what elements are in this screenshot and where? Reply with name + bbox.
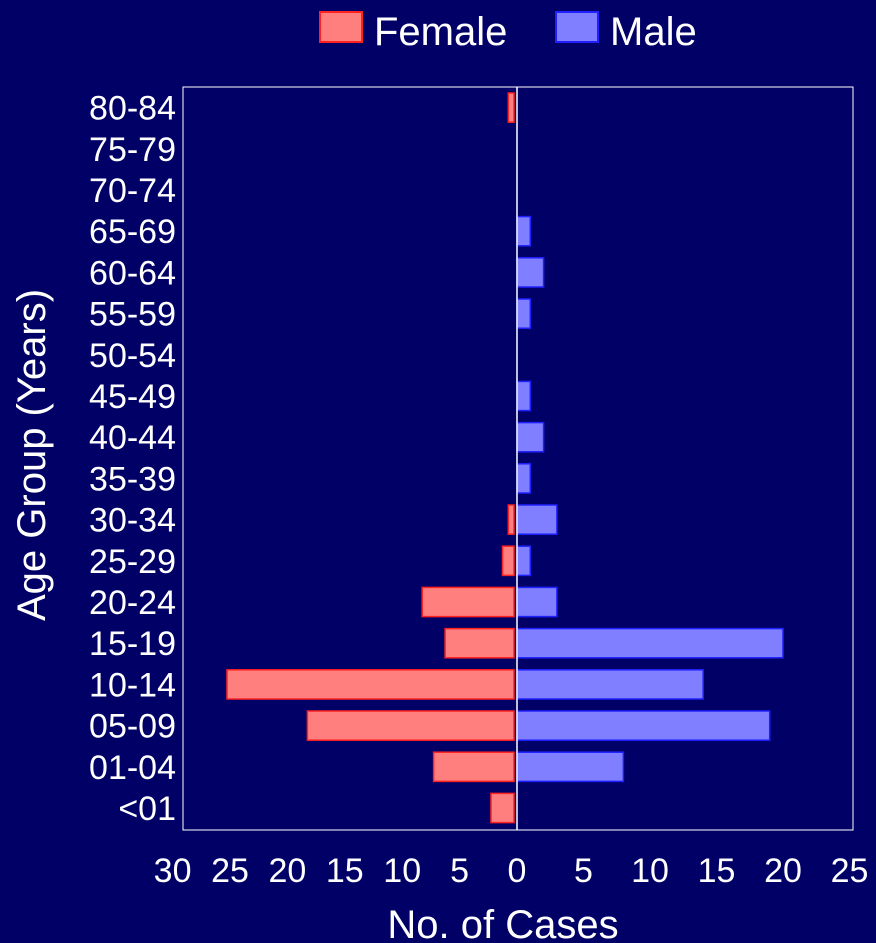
- x-tick-label: 25: [211, 852, 249, 890]
- x-tick-label: 5: [574, 852, 593, 890]
- y-tick-label: 50-54: [89, 337, 176, 375]
- y-tick-label: 05-09: [89, 708, 176, 746]
- y-tick-label: 01-04: [89, 749, 176, 787]
- y-tick-label: 80-84: [89, 90, 176, 128]
- x-tick-label: 10: [383, 852, 421, 890]
- plot-area-frame: [182, 86, 854, 831]
- bar-female-01-04: [432, 751, 515, 783]
- x-tick-label: 15: [698, 852, 736, 890]
- y-tick-label: <01: [118, 790, 176, 828]
- x-tick-label: 30: [154, 852, 192, 890]
- y-tick-label: 40-44: [89, 419, 176, 457]
- x-axis-label: No. of Cases: [387, 903, 618, 943]
- bar-male-45-49: [516, 380, 532, 412]
- x-tick-label: 20: [764, 852, 802, 890]
- y-tick-label: 70-74: [89, 172, 176, 210]
- x-tick-label: 5: [450, 852, 469, 890]
- y-tick-label: 35-39: [89, 460, 176, 498]
- x-tick-label: 25: [831, 852, 869, 890]
- y-tick-label: 45-49: [89, 378, 176, 416]
- bar-female-10-14: [226, 669, 515, 700]
- x-tick-label: 0: [508, 852, 527, 890]
- y-tick-label: 65-69: [89, 213, 176, 251]
- bar-female-25-29: [501, 545, 515, 577]
- bar-female-80-84: [507, 92, 515, 123]
- bar-male-30-34: [516, 504, 558, 535]
- bar-male-35-39: [516, 463, 532, 494]
- bars: [226, 92, 784, 824]
- bar-male-25-29: [516, 545, 532, 577]
- bar-male-15-19: [516, 627, 784, 659]
- bar-male-60-64: [516, 257, 545, 288]
- y-tick-label: 25-29: [89, 543, 176, 581]
- y-tick-label: 15-19: [89, 625, 176, 663]
- bar-male-05-09: [516, 710, 771, 741]
- y-tick-label: 75-79: [89, 131, 176, 169]
- y-tick-label: 55-59: [89, 296, 176, 334]
- bar-male-40-44: [516, 421, 545, 453]
- bar-male-01-04: [516, 751, 625, 783]
- bar-male-65-69: [516, 215, 532, 247]
- y-tick-label: 30-34: [89, 502, 176, 540]
- y-tick-label: 60-64: [89, 254, 176, 292]
- legend-label-male: Male: [610, 10, 697, 54]
- x-tick-label: 10: [631, 852, 669, 890]
- y-tick-label: 20-24: [89, 584, 176, 622]
- legend-swatch-male: [555, 11, 599, 43]
- y-tick-label: 10-14: [89, 666, 176, 704]
- bar-male-20-24: [516, 586, 558, 618]
- bar-female-30-34: [507, 504, 515, 535]
- legend: Female Male: [319, 10, 697, 54]
- legend-swatch-female: [319, 11, 363, 43]
- bar-male-10-14: [516, 669, 704, 700]
- x-tick-label: 20: [268, 852, 306, 890]
- bar-female-<01: [490, 792, 515, 824]
- bar-female-15-19: [444, 627, 515, 659]
- bar-female-20-24: [421, 586, 515, 618]
- x-tick-labels: 30 25 20 15 10 5 0 5 10 15 20 25: [154, 852, 869, 890]
- legend-label-female: Female: [374, 10, 507, 54]
- bar-female-05-09: [306, 710, 515, 741]
- bar-male-55-59: [516, 298, 532, 329]
- y-axis-label: Age Group (Years): [10, 289, 54, 621]
- x-tick-label: 15: [326, 852, 364, 890]
